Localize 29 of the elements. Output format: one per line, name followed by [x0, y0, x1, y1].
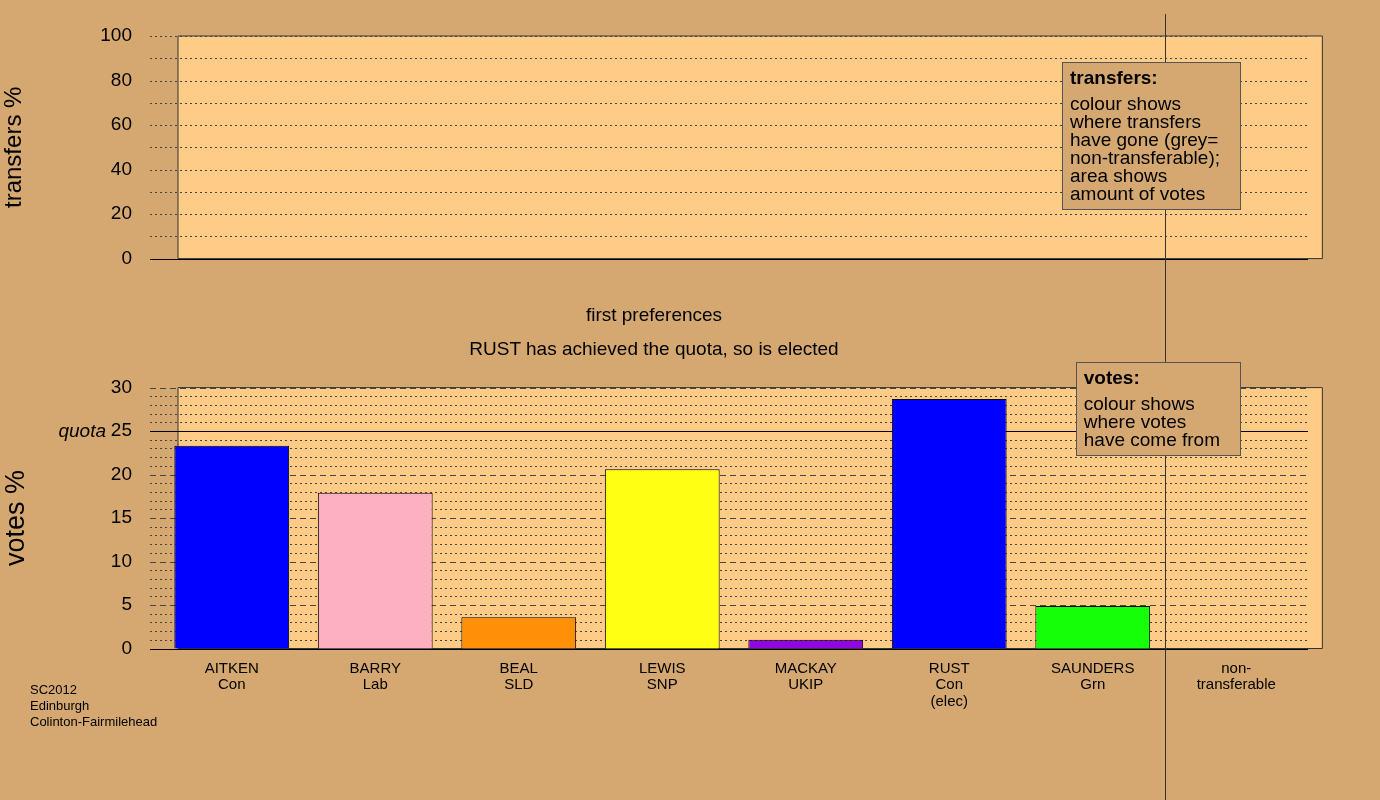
y-tick-label: 80 [110, 68, 132, 90]
y-axis-title: votes % [0, 470, 30, 567]
y-axis-title: transfers % [0, 86, 27, 208]
y-tick-label: 30 [110, 375, 132, 397]
y-tick-label: 20 [110, 462, 132, 484]
text: SC2012 Edinburgh Colinton-Fairmilehead [30, 682, 158, 730]
y-tick-label: 0 [121, 636, 132, 658]
y-tick-label: 10 [110, 549, 132, 571]
x-tick-label: RUST Con (elec) [928, 658, 970, 709]
y-tick-label: 5 [121, 593, 132, 615]
annotation: votes: colour shows where votes have come from [1083, 367, 1220, 450]
annotation: transfers: colour shows where transfers have gone (grey= non-transferable); area shows amount of votes [1070, 67, 1220, 204]
x-tick-label: LEWIS SNP [638, 658, 686, 693]
x-tick-label: SAUNDERS Grn [1051, 658, 1135, 693]
y-tick-label: 40 [110, 157, 132, 179]
y-tick-label: 25 [110, 419, 132, 441]
y-tick-label: 60 [110, 113, 132, 135]
y-tick-label: 0 [121, 246, 132, 268]
chart-title: first preferences [585, 303, 723, 325]
y-tick-label: 100 [100, 24, 132, 46]
x-tick-label: non- transferable [1196, 658, 1276, 693]
chart-subtitle: RUST has achieved the quota, so is elected [469, 338, 839, 360]
x-tick-label: AITKEN Con [204, 658, 259, 693]
x-tick-label: BEAL SLD [499, 658, 538, 693]
y-tick-label: 20 [110, 202, 132, 224]
x-tick-label: BARRY Lab [349, 658, 401, 693]
x-tick-label: MACKAY UKIP [774, 658, 837, 693]
ref-line-label: quota [58, 419, 106, 441]
y-tick-label: 15 [110, 506, 132, 528]
